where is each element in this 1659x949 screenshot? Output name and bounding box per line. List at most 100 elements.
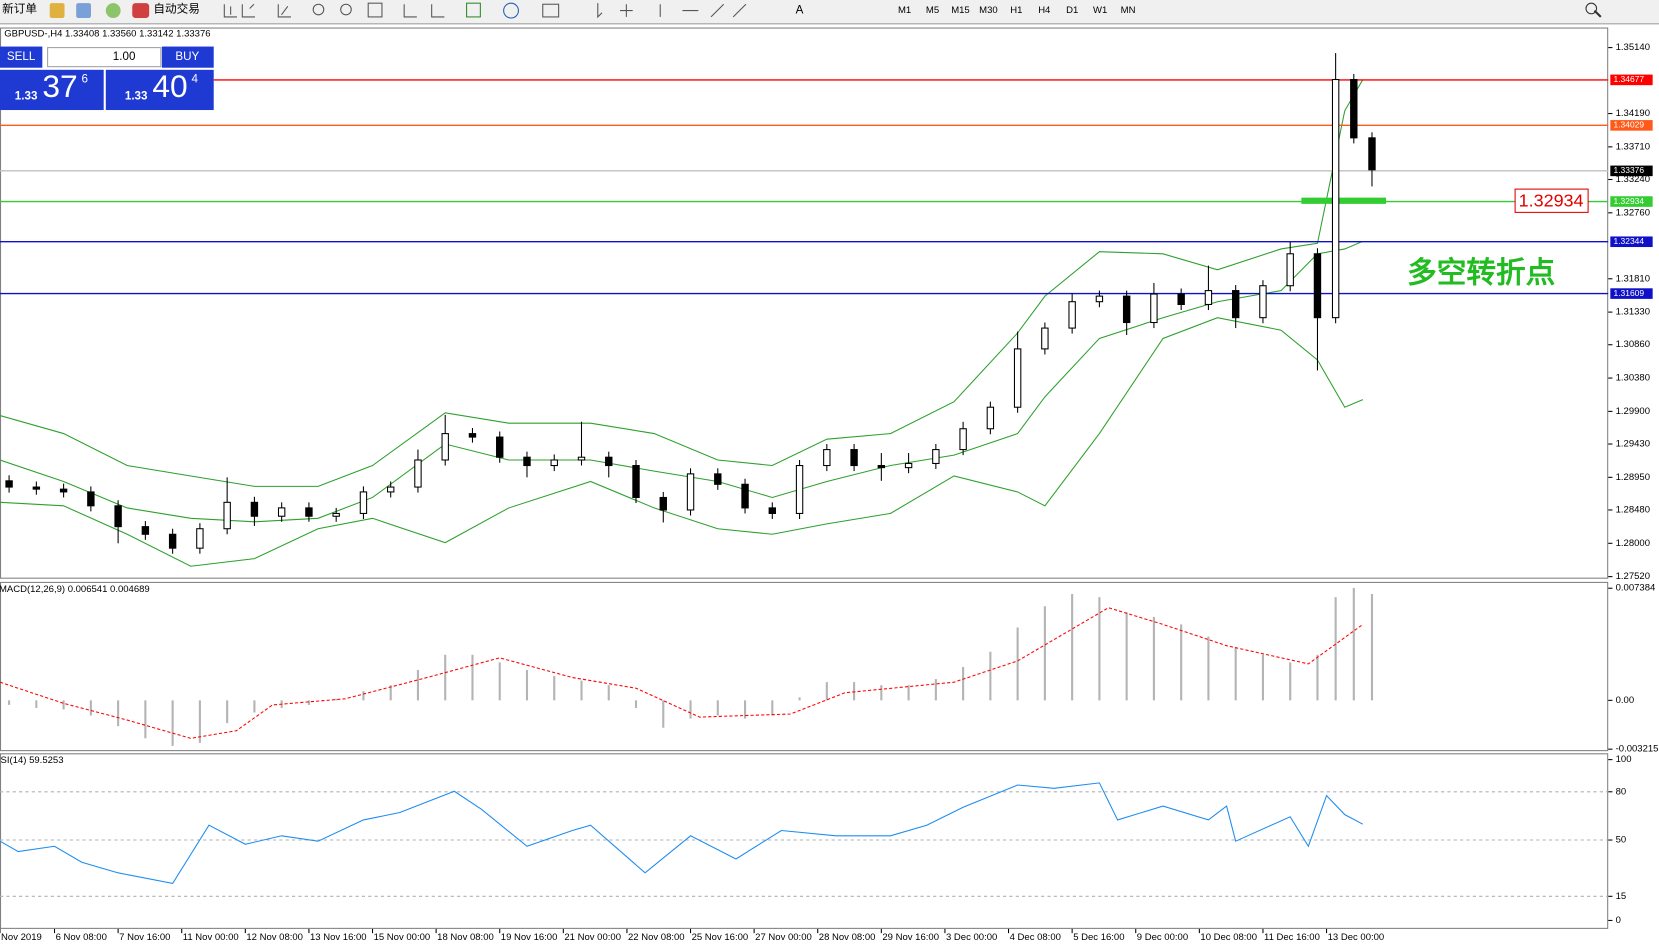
- candle-body: [441, 433, 449, 461]
- price-panel: [0, 27, 1609, 579]
- sell-price-point[interactable]: 6: [81, 72, 87, 85]
- lot-input[interactable]: [47, 47, 162, 68]
- candle-body: [223, 501, 231, 530]
- timeframe-button[interactable]: M1: [898, 5, 911, 16]
- timeframe-button[interactable]: MN: [1121, 5, 1136, 16]
- icon[interactable]: [76, 3, 91, 18]
- candle-body: [986, 406, 995, 430]
- price-chart-title: GBPUSD-,H4 1.33408 1.33560 1.33142 1.333…: [4, 28, 210, 39]
- candle-body: [496, 436, 504, 458]
- x-tick-label: 10 Dec 08:00: [1200, 932, 1257, 943]
- text-tool[interactable]: A: [796, 4, 804, 17]
- icon[interactable]: [49, 3, 65, 18]
- x-tick-label: 21 Nov 00:00: [564, 932, 621, 943]
- candle-body: [5, 480, 13, 488]
- buy-button[interactable]: [161, 46, 214, 68]
- y-tick-label: 1.27520: [1616, 571, 1650, 582]
- macd-signal: [0, 607, 1364, 739]
- timeframe-button[interactable]: M15: [951, 5, 970, 16]
- y-tick-label: -0.003215: [1616, 744, 1659, 755]
- candle-body: [959, 428, 967, 451]
- timeframe-button[interactable]: M5: [926, 5, 939, 16]
- y-tick-label: 1.30380: [1616, 373, 1650, 384]
- timeframes: M1 M5 M15 M30 H1 H4 D1 W1 MN: [898, 5, 1136, 16]
- lot-value[interactable]: 1.00: [113, 50, 136, 63]
- price-label: 1.31609: [1614, 288, 1645, 298]
- candle-body: [1122, 295, 1131, 324]
- candle-body: [850, 449, 858, 467]
- candle-body: [87, 491, 95, 507]
- x-tick-label: 28 Nov 08:00: [819, 932, 876, 943]
- icon[interactable]: [503, 2, 519, 19]
- candle-body: [904, 462, 913, 469]
- candle-body: [1368, 137, 1376, 171]
- auto-trading-icon[interactable]: [132, 3, 150, 18]
- order-panel: SELL 1.00 BUY 1.33 37 6 1.33 40 4: [0, 46, 214, 111]
- price-label: 1.34677: [1614, 74, 1645, 84]
- search-icon[interactable]: [1585, 2, 1598, 15]
- plots: 1.35140 1.34190 1.33710 1.33240 1.32760 1.318…: [0, 42, 1658, 943]
- x-tick-label: 22 Nov 08:00: [628, 932, 685, 943]
- icon[interactable]: [403, 3, 747, 19]
- icon[interactable]: [466, 2, 481, 18]
- candle-body: [1313, 253, 1322, 319]
- buy-price-box[interactable]: [105, 69, 214, 111]
- y-tick-label: 1.30860: [1616, 339, 1650, 350]
- icon[interactable]: [367, 2, 383, 18]
- icon[interactable]: [542, 3, 560, 18]
- y-tick-label: 80: [1616, 786, 1627, 797]
- y-tick-label: 1.29900: [1616, 406, 1650, 417]
- candle-body: [686, 473, 695, 511]
- candle-body: [1231, 290, 1240, 319]
- y-tick-label: 1.34190: [1616, 108, 1650, 119]
- sell-price-box[interactable]: [0, 69, 104, 111]
- toolbar: [0, 0, 1659, 24]
- x-tick-label: 18 Nov 08:00: [437, 932, 494, 943]
- auto-trading-button[interactable]: 自动交易: [153, 2, 200, 16]
- candle-body: [1041, 327, 1049, 350]
- candle-body: [141, 526, 150, 535]
- x-tick-label: 19 Nov 16:00: [501, 932, 558, 943]
- icon[interactable]: [312, 3, 325, 16]
- candle-body: [1177, 293, 1185, 305]
- buy-price-pips[interactable]: 40: [152, 68, 187, 104]
- timeframe-button[interactable]: H1: [1010, 5, 1022, 16]
- y-tick-label: 100: [1616, 754, 1632, 765]
- icon[interactable]: [223, 3, 291, 18]
- icon[interactable]: [340, 3, 352, 16]
- annotation-box: [1514, 188, 1589, 213]
- annotation-text: 多空转折点: [1407, 256, 1555, 290]
- candle-body: [59, 488, 68, 493]
- sell-label[interactable]: SELL: [7, 50, 36, 63]
- x-tick-label: 12 Nov 08:00: [246, 932, 303, 943]
- timeframe-button[interactable]: M30: [979, 5, 998, 16]
- price-label-bg: [1610, 288, 1653, 299]
- y-tick-label: 0: [1616, 915, 1621, 926]
- x-tick-label: 29 Nov 16:00: [882, 932, 939, 943]
- y-tick-label: 0.007384: [1616, 583, 1656, 594]
- candle-body: [114, 505, 122, 528]
- candle-body: [523, 456, 531, 467]
- timeframe-button[interactable]: W1: [1093, 5, 1107, 16]
- buy-price-prefix[interactable]: 1.33: [125, 89, 148, 102]
- timeframe-button[interactable]: H4: [1038, 5, 1051, 16]
- price-label: 1.32934: [1614, 196, 1645, 206]
- sell-price-prefix[interactable]: 1.33: [15, 89, 38, 102]
- rsi-title: RSI(14) 59.5253: [0, 755, 63, 766]
- buy-label[interactable]: BUY: [175, 50, 199, 63]
- timeframe-button[interactable]: D1: [1066, 5, 1078, 16]
- y-tick-label: 1.31330: [1616, 307, 1650, 318]
- buy-price-point[interactable]: 4: [192, 72, 199, 85]
- x-tick-label: Nov 2019: [1, 932, 42, 943]
- new-order-button[interactable]: 新订单: [2, 2, 37, 16]
- candle-body: [468, 433, 477, 438]
- y-tick-label: 50: [1616, 835, 1627, 846]
- x-tick-label: 7 Nov 16:00: [119, 932, 170, 943]
- candle-body: [577, 456, 586, 461]
- sell-price-pips[interactable]: 37: [42, 68, 77, 104]
- icon[interactable]: [105, 3, 121, 18]
- y-tick-label: 1.29430: [1616, 439, 1650, 450]
- candle-body: [250, 501, 259, 517]
- sell-button[interactable]: [0, 46, 43, 68]
- candle-body: [414, 459, 422, 488]
